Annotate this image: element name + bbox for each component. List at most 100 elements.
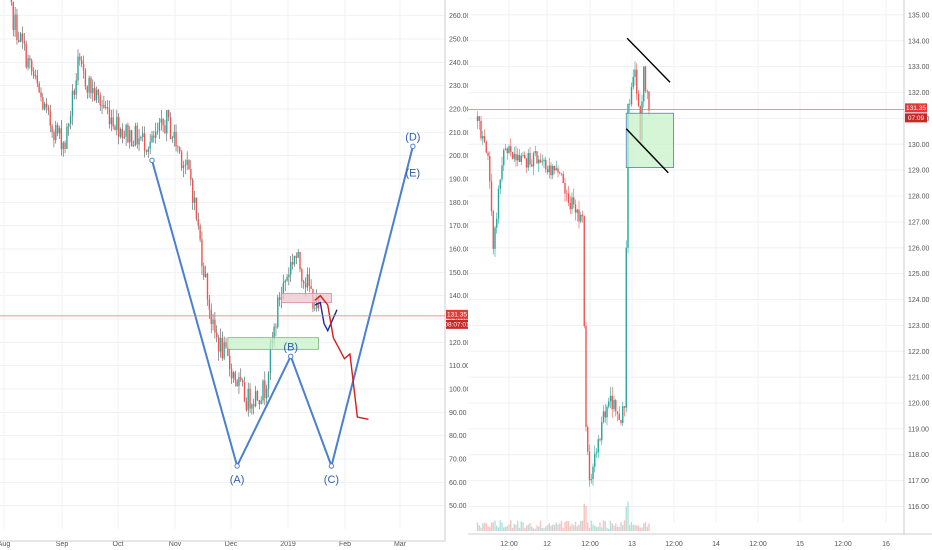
volume-bar — [573, 525, 575, 531]
candle-body — [223, 342, 225, 359]
volume-bar — [520, 521, 522, 531]
right-chart-panel[interactable]: 135.00134.00133.00132.00131.00130.00129.… — [468, 0, 932, 550]
candle-body — [140, 137, 142, 139]
candle-body — [173, 132, 175, 138]
candle-body — [587, 426, 589, 452]
candle-body — [254, 391, 257, 407]
volume-bar — [648, 523, 650, 531]
candle-body — [553, 165, 556, 171]
y-tick-label: 220.00 — [449, 107, 471, 114]
candle-body — [171, 137, 174, 139]
candle-body — [627, 103, 629, 248]
candle-body — [522, 154, 524, 156]
volume-bar — [597, 526, 599, 531]
y-tick-label: 90.00 — [449, 410, 467, 417]
y-tick-label: 122.00 — [908, 349, 930, 356]
volume-bar — [492, 522, 494, 531]
x-tick-label: Dec — [225, 541, 238, 548]
candle-body — [632, 76, 634, 88]
plot-background[interactable] — [468, 0, 932, 550]
y-tick-label: 240.00 — [449, 60, 471, 67]
candle-body — [201, 239, 203, 267]
price-badge-text: 131.35 — [906, 105, 926, 112]
candle-body — [510, 146, 512, 153]
y-tick-label: 170.00 — [449, 223, 471, 230]
candle-body — [227, 347, 229, 356]
candle-body — [492, 211, 494, 249]
candle-body — [249, 388, 251, 409]
y-tick-label: 117.00 — [908, 478, 929, 485]
candle-body — [538, 159, 540, 164]
candle-body — [99, 95, 101, 106]
volume-bar — [490, 522, 493, 531]
candle-body — [217, 337, 220, 352]
plot-background[interactable] — [0, 0, 445, 550]
candle-body — [127, 124, 129, 143]
candle-body — [588, 451, 591, 481]
volume-bar — [578, 524, 580, 531]
candle-body — [291, 262, 294, 265]
candle-body — [95, 89, 98, 101]
candle-body — [162, 118, 164, 126]
volume-bar — [517, 521, 519, 531]
candle-body — [81, 60, 83, 64]
volume-bar — [489, 526, 491, 531]
candle-body — [184, 164, 186, 166]
candle-body — [525, 158, 528, 168]
candle-body — [180, 151, 183, 168]
candle-body — [541, 161, 543, 163]
x-tick-label: 14 — [712, 541, 720, 548]
candle-body — [32, 71, 35, 77]
volume-bar — [644, 521, 647, 531]
volume-bar — [571, 523, 573, 531]
wave-label: (B) — [283, 341, 298, 353]
volume-bar — [592, 524, 594, 531]
y-tick-label: 133.00 — [908, 64, 930, 71]
candle-body — [613, 399, 615, 410]
volume-bar — [525, 525, 528, 531]
wave-pivot-point — [288, 353, 294, 360]
volume-bar — [588, 528, 591, 531]
wave-label: (A) — [230, 474, 245, 486]
candle-body — [175, 132, 177, 147]
wave-pivot-point — [410, 143, 416, 150]
candle-body — [595, 452, 598, 454]
volume-bar — [601, 527, 603, 531]
candle-body — [583, 216, 585, 327]
candle-body — [119, 128, 122, 137]
candle-body — [560, 173, 563, 175]
y-tick-label: 250.00 — [449, 37, 471, 44]
volume-bar — [501, 522, 503, 531]
wave-pivot-point — [149, 157, 155, 164]
left-chart-panel[interactable]: 260.00 250.00 240.00 230.00 220.00 210.00 200.… — [0, 0, 471, 550]
candle-body — [256, 391, 259, 401]
volume-bar — [599, 522, 601, 531]
x-tick-label: 12:00 — [749, 541, 767, 548]
candle-body — [511, 152, 514, 159]
candle-body — [290, 262, 292, 275]
candle-body — [297, 251, 299, 258]
candle-body — [155, 131, 157, 138]
candle-body — [42, 97, 44, 110]
candle-body — [27, 58, 29, 68]
volume-bar — [487, 526, 489, 531]
candle-body — [125, 124, 127, 137]
volume-bar — [564, 521, 566, 531]
volume-bar — [576, 526, 578, 531]
candle-body — [513, 154, 515, 159]
candle-body — [190, 168, 192, 180]
candle-body — [90, 77, 92, 94]
candle-body — [574, 204, 577, 213]
candle-body — [594, 453, 596, 467]
x-tick-label: 2019 — [280, 541, 296, 548]
candle-body — [103, 104, 105, 108]
candle-body — [240, 377, 242, 381]
y-tick-label: 129.00 — [908, 168, 930, 175]
candle-body — [88, 77, 90, 93]
candle-body — [601, 422, 603, 441]
y-tick-label: 134.00 — [908, 38, 930, 45]
candle-body — [23, 40, 26, 44]
candle-body — [208, 299, 211, 310]
candle-body — [620, 420, 622, 423]
candle-body — [221, 337, 223, 359]
